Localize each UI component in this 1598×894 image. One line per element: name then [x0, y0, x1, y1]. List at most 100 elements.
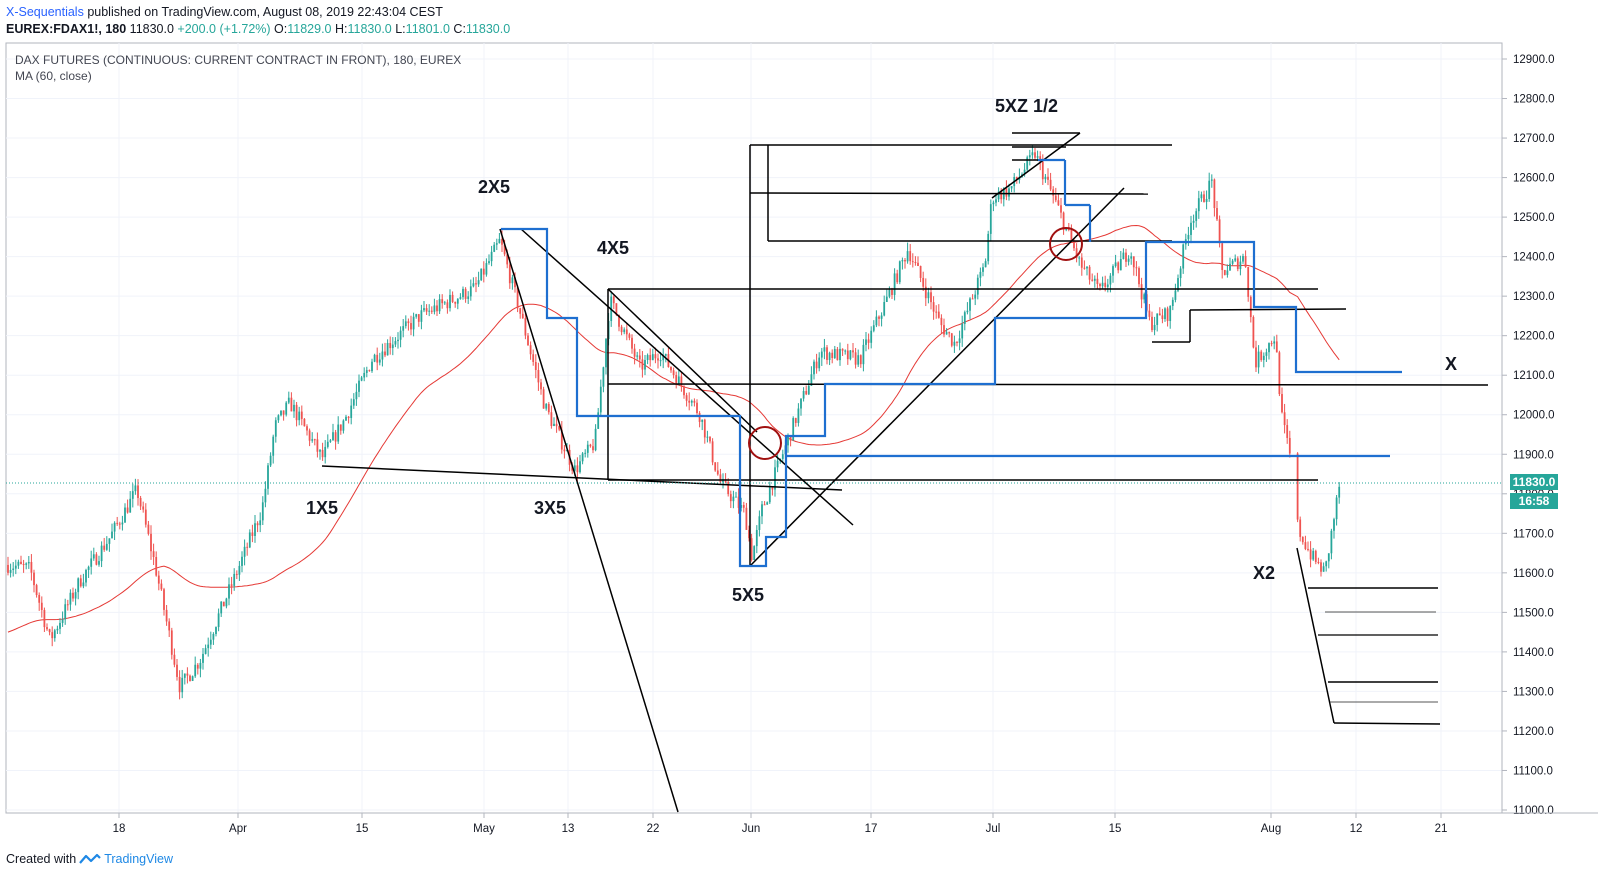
candle-body — [199, 662, 202, 669]
candle-body — [958, 338, 961, 343]
time-tick-label: 21 — [1435, 823, 1448, 835]
close-value: 11830.0 — [465, 22, 511, 36]
candle-body — [321, 449, 324, 458]
candle-body — [1314, 550, 1317, 562]
quote-bar: EUREX:FDAX1!, 180 11830.0 +200.0 (+1.72%… — [6, 22, 510, 36]
candle-body — [1231, 260, 1234, 264]
candle-body — [152, 551, 155, 558]
candle-body — [1023, 169, 1026, 175]
candle-body — [113, 522, 116, 532]
candle-body — [1041, 161, 1044, 180]
candle-body — [347, 416, 350, 418]
candle-body — [917, 262, 919, 267]
candle-body — [732, 496, 735, 502]
time-tick-label: 18 — [113, 823, 126, 835]
candle-body — [1190, 222, 1192, 235]
candle-body — [1060, 205, 1062, 213]
candle-body — [220, 601, 223, 614]
candle-body — [878, 316, 880, 319]
candle-body — [857, 355, 860, 365]
candle-body — [1099, 283, 1101, 287]
candle-body — [1119, 259, 1122, 271]
low-value: 11801.0 — [405, 22, 450, 36]
candle-body — [1244, 256, 1247, 268]
candle-body — [1140, 284, 1143, 300]
candle-body — [1255, 347, 1257, 368]
candle-body — [1000, 191, 1003, 200]
chart-legend: DAX FUTURES (CONTINUOUS: CURRENT CONTRAC… — [15, 52, 461, 84]
candle-body — [1130, 256, 1133, 259]
ma-indicator-label[interactable]: MA (60, close) — [15, 69, 92, 83]
candle-body — [740, 505, 743, 508]
price-tick-label: 12800.0 — [1513, 94, 1555, 106]
candle-body — [417, 314, 420, 322]
candle-body — [529, 345, 532, 355]
time-tick-label: Aug — [1261, 823, 1281, 835]
candle-body — [285, 402, 288, 415]
high-value: 11830.0 — [347, 22, 392, 36]
candle-body — [480, 268, 483, 281]
candle-body — [488, 261, 490, 264]
candle-body — [1096, 278, 1099, 284]
candle-body — [98, 561, 100, 565]
author-link[interactable]: X-Sequentials — [6, 5, 84, 19]
candle-body — [550, 412, 553, 426]
tradingview-link[interactable]: TradingView — [104, 852, 173, 866]
candle-body — [1156, 313, 1159, 325]
candle-body — [495, 243, 498, 245]
candle-body — [256, 523, 259, 526]
candle-body — [685, 395, 688, 401]
candle-body — [592, 446, 594, 451]
trend-line-5xz — [991, 132, 1081, 199]
candle-body — [137, 485, 139, 498]
candle-body — [350, 405, 353, 418]
candle-body — [865, 339, 867, 345]
candle-body — [173, 654, 176, 665]
candle-body — [269, 455, 272, 466]
candle-body — [514, 277, 516, 288]
candle-body — [436, 305, 438, 312]
candle-body — [376, 354, 379, 363]
candle-body — [888, 289, 891, 297]
candle-body — [430, 310, 433, 312]
candle-body — [1216, 208, 1218, 220]
symbol-label[interactable]: EUREX:FDAX1!, 180 — [6, 22, 127, 36]
price-axis[interactable]: 12900.0 12800.0 12700.0 12600.0 12500.0 12400… — [1501, 43, 1555, 817]
candle-body — [969, 298, 971, 311]
candle-body — [27, 561, 30, 564]
candle-body — [1070, 229, 1073, 241]
candle-body — [745, 507, 748, 530]
plot-area[interactable] — [5, 42, 1503, 814]
candle-body — [503, 244, 506, 255]
candle-body — [462, 288, 464, 298]
candle-body — [238, 565, 241, 575]
candle-body — [787, 436, 789, 446]
candle-body — [841, 348, 844, 351]
candle-body — [7, 564, 9, 573]
time-axis[interactable]: 18 Apr 15 May 13 22 Jun 17 Jul 15 Aug 12 21 — [6, 812, 1598, 835]
candle-body — [989, 204, 992, 234]
time-tick-label: 12 — [1350, 823, 1363, 835]
trend-line-2x5-3x5 — [520, 228, 854, 526]
candle-body — [108, 538, 111, 544]
candle-body — [940, 317, 943, 326]
price-tick-label: 11300.0 — [1513, 686, 1554, 698]
candle-body — [547, 403, 550, 413]
created-with-label: Created with — [6, 852, 77, 866]
candle-body — [61, 619, 64, 623]
candle-body — [800, 398, 802, 409]
candle-body — [688, 400, 691, 403]
candle-body — [475, 283, 477, 285]
candle-body — [277, 415, 280, 421]
candle-body — [553, 423, 555, 426]
candle-body — [371, 361, 373, 372]
candle-body — [995, 199, 997, 203]
change-value: +200.0 (+1.72%) — [177, 22, 271, 36]
candle-body — [64, 604, 67, 620]
candle-body — [719, 474, 722, 483]
candle-body — [303, 418, 306, 427]
candle-body — [872, 325, 875, 331]
candle-body — [766, 502, 769, 505]
trend-line-1x5 — [321, 465, 843, 491]
